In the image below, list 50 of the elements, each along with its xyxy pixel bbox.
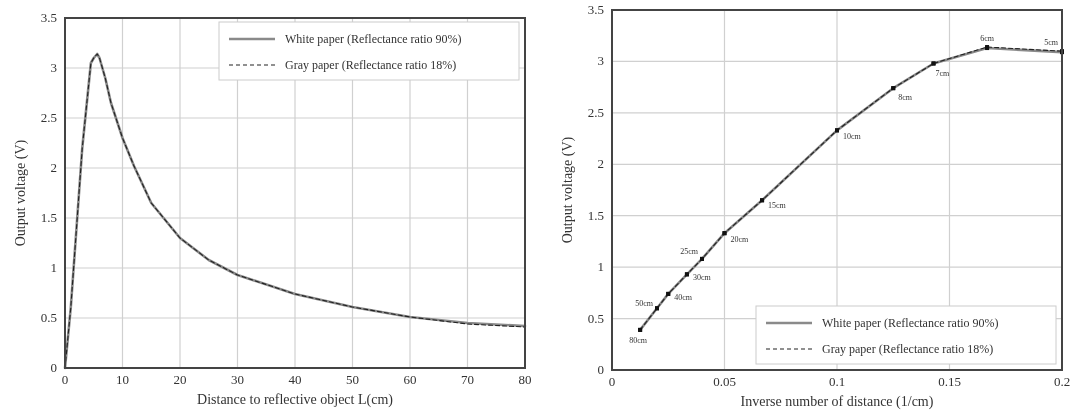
annotation: 15cm bbox=[768, 201, 787, 211]
x-tick-label: 60 bbox=[403, 372, 417, 387]
x-tick-label: 0.15 bbox=[938, 374, 961, 389]
y-tick-label: 3.5 bbox=[40, 10, 57, 25]
y-tick-label: 0 bbox=[597, 362, 604, 377]
y-tick-label: 2.5 bbox=[587, 104, 604, 120]
y-tick-label: 3 bbox=[50, 60, 57, 75]
y-tick-label: 2.5 bbox=[40, 110, 57, 125]
y-axis-title: Output voltage (V) bbox=[13, 139, 29, 247]
y-tick-label: 1 bbox=[597, 259, 604, 275]
legend-label: White paper (Reflectance ratio 90%) bbox=[822, 316, 999, 330]
annotation: 8cm bbox=[898, 93, 913, 103]
x-tick-label: 20 bbox=[173, 372, 187, 387]
x-tick-label: 0.2 bbox=[1053, 374, 1071, 389]
y-tick-label: 1 bbox=[50, 260, 57, 275]
annotation: 80cm bbox=[629, 335, 648, 345]
x-tick-label: 40 bbox=[288, 372, 302, 387]
legend-label: White paper (Reflectance ratio 90%) bbox=[285, 32, 462, 46]
x-tick-label: 80 bbox=[518, 372, 532, 387]
x-tick-label: 70 bbox=[461, 372, 474, 387]
y-tick-label: 2 bbox=[50, 160, 57, 175]
x-tick-label: 30 bbox=[231, 372, 244, 387]
x-tick-label: 50 bbox=[346, 372, 359, 387]
x-axis-title: Distance to reflective object L(cm) bbox=[197, 392, 394, 408]
annotation: 6cm bbox=[980, 34, 995, 44]
legend-label: Gray paper (Reflectance ratio 18%) bbox=[285, 58, 457, 72]
x-tick-label: 0.1 bbox=[828, 374, 846, 389]
annotation: 25cm bbox=[680, 246, 699, 256]
x-tick-label: 0 bbox=[608, 374, 616, 389]
annotation: 50cm bbox=[635, 299, 654, 309]
y-tick-label: 3 bbox=[597, 53, 604, 69]
y-tick-label: 0.5 bbox=[40, 310, 57, 325]
y-tick-label: 0 bbox=[50, 360, 57, 375]
y-tick-label: 1.5 bbox=[40, 210, 57, 225]
annotation: 20cm bbox=[730, 235, 750, 245]
x-tick-label: 0.05 bbox=[713, 374, 736, 389]
x-axis-title: Inverse number of distance (1/cm) bbox=[740, 394, 934, 410]
x-tick-label: 0 bbox=[61, 372, 69, 387]
annotation: 10cm bbox=[843, 132, 862, 142]
y-tick-label: 0.5 bbox=[587, 310, 604, 326]
y-tick-label: 2 bbox=[597, 156, 604, 172]
annotation: 40cm bbox=[674, 292, 693, 302]
annotation: 30cm bbox=[692, 273, 712, 283]
x-tick-label: 10 bbox=[116, 372, 129, 387]
y-axis-title: Output voltage (V) bbox=[560, 136, 576, 244]
legend-label: Gray paper (Reflectance ratio 18%) bbox=[822, 342, 994, 356]
y-tick-label: 1.5 bbox=[587, 207, 604, 223]
annotation: 5cm bbox=[1044, 38, 1059, 48]
annotation: 7cm bbox=[935, 69, 951, 79]
y-tick-label: 3.5 bbox=[587, 2, 604, 17]
